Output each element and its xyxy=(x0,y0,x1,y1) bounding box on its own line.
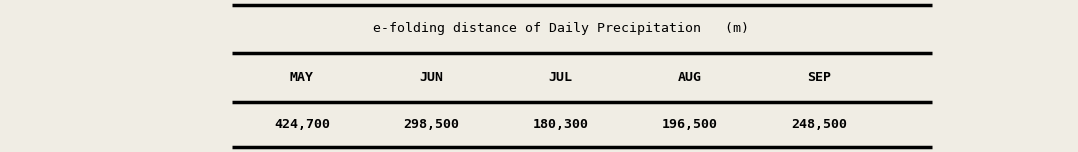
Text: 424,700: 424,700 xyxy=(274,118,330,131)
Text: JUL: JUL xyxy=(549,71,572,84)
Text: JUN: JUN xyxy=(419,71,443,84)
Text: 298,500: 298,500 xyxy=(403,118,459,131)
Text: SEP: SEP xyxy=(807,71,831,84)
Text: 180,300: 180,300 xyxy=(533,118,589,131)
Text: AUG: AUG xyxy=(678,71,702,84)
Text: MAY: MAY xyxy=(290,71,314,84)
Text: 196,500: 196,500 xyxy=(662,118,718,131)
Text: 248,500: 248,500 xyxy=(791,118,847,131)
Text: e-folding distance of Daily Precipitation   (m): e-folding distance of Daily Precipitatio… xyxy=(373,22,748,35)
